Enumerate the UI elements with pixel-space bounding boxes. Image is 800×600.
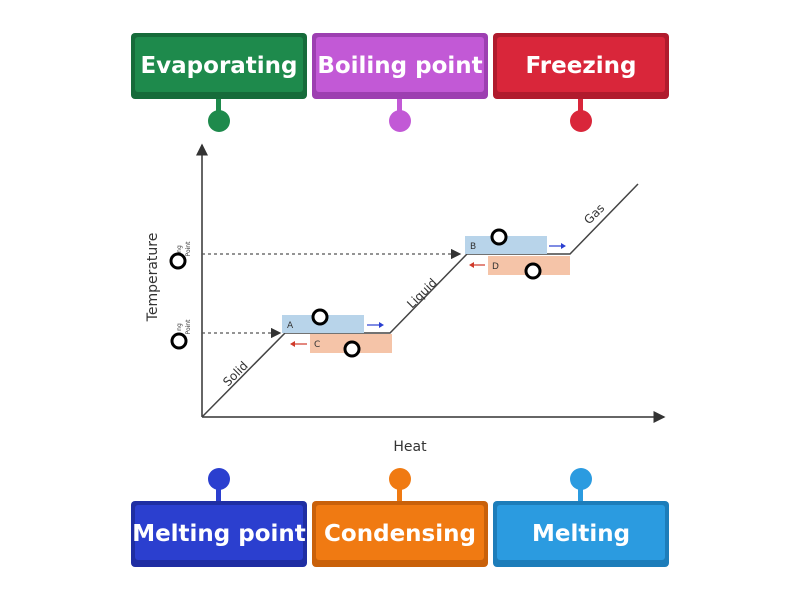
condensing-pin-stem — [397, 487, 402, 501]
melting-pin-stem — [578, 487, 583, 501]
drop-target-box-d[interactable] — [524, 262, 542, 280]
evaporating-pin-stem — [216, 99, 221, 113]
boiling-point-pin-stem — [397, 99, 402, 113]
boiling-point-tile-face — [316, 37, 484, 92]
freezing-tile[interactable]: Freezing — [493, 33, 669, 99]
drop-target-boiling-point[interactable] — [169, 252, 187, 270]
freezing-pin[interactable] — [570, 110, 592, 132]
boiling-point-pin[interactable] — [389, 110, 411, 132]
drop-target-box-a[interactable] — [311, 308, 329, 326]
gas-label: Gas — [581, 201, 607, 227]
drop-target-box-b[interactable] — [490, 228, 508, 246]
x-axis-label: Heat — [393, 439, 427, 455]
box-a-arrow-head — [379, 322, 384, 328]
melting-tile[interactable]: Melting — [493, 501, 669, 567]
boiling-point-tile[interactable]: Boiling point — [312, 33, 488, 99]
melting-pin[interactable] — [570, 468, 592, 490]
box-c-arrow-head — [290, 341, 295, 347]
melting-point-pin[interactable] — [208, 468, 230, 490]
melting-point-tick-line1: ng — [176, 323, 183, 331]
evaporating-tile-face — [135, 37, 303, 92]
melting-tile-face — [497, 505, 665, 560]
evaporating-label: Evaporating — [140, 53, 298, 79]
boiling-point-tick-line2: Point — [185, 241, 192, 257]
melting-point-label: Melting point — [132, 521, 306, 547]
box-b-arrow-head — [561, 243, 566, 249]
melting-point-tile-face — [135, 505, 303, 560]
solid-label: Solid — [220, 359, 251, 390]
freezing-label: Freezing — [525, 53, 637, 79]
heating-curve-line — [201, 183, 639, 418]
melting-label: Melting — [531, 521, 631, 547]
box-d-arrow-head — [469, 262, 474, 268]
melting-point-pin-stem — [216, 487, 221, 501]
boiling-point-tick-line1: ng — [176, 245, 183, 253]
condensing-pin[interactable] — [389, 468, 411, 490]
box-b — [465, 236, 547, 254]
box-d-letter: D — [492, 262, 499, 272]
freezing-pin-stem — [578, 99, 583, 113]
liquid-label: Liquid — [404, 276, 439, 311]
freezing-tile-face — [497, 37, 665, 92]
box-c-letter: C — [314, 340, 320, 350]
evaporating-tile[interactable]: Evaporating — [131, 33, 307, 99]
y-axis-label: Temperature — [145, 233, 161, 323]
condensing-label: Condensing — [324, 521, 476, 547]
boiling-point-label: Boiling point — [317, 53, 483, 79]
melting-point-tile[interactable]: Melting point — [131, 501, 307, 567]
melting-point-tick-line2: Point — [185, 319, 192, 335]
condensing-tile-face — [316, 505, 484, 560]
box-a-letter: A — [287, 321, 294, 331]
condensing-tile[interactable]: Condensing — [312, 501, 488, 567]
drop-target-melting-point[interactable] — [170, 332, 188, 350]
evaporating-pin[interactable] — [208, 110, 230, 132]
box-b-letter: B — [470, 242, 476, 252]
drop-target-box-c[interactable] — [343, 340, 361, 358]
